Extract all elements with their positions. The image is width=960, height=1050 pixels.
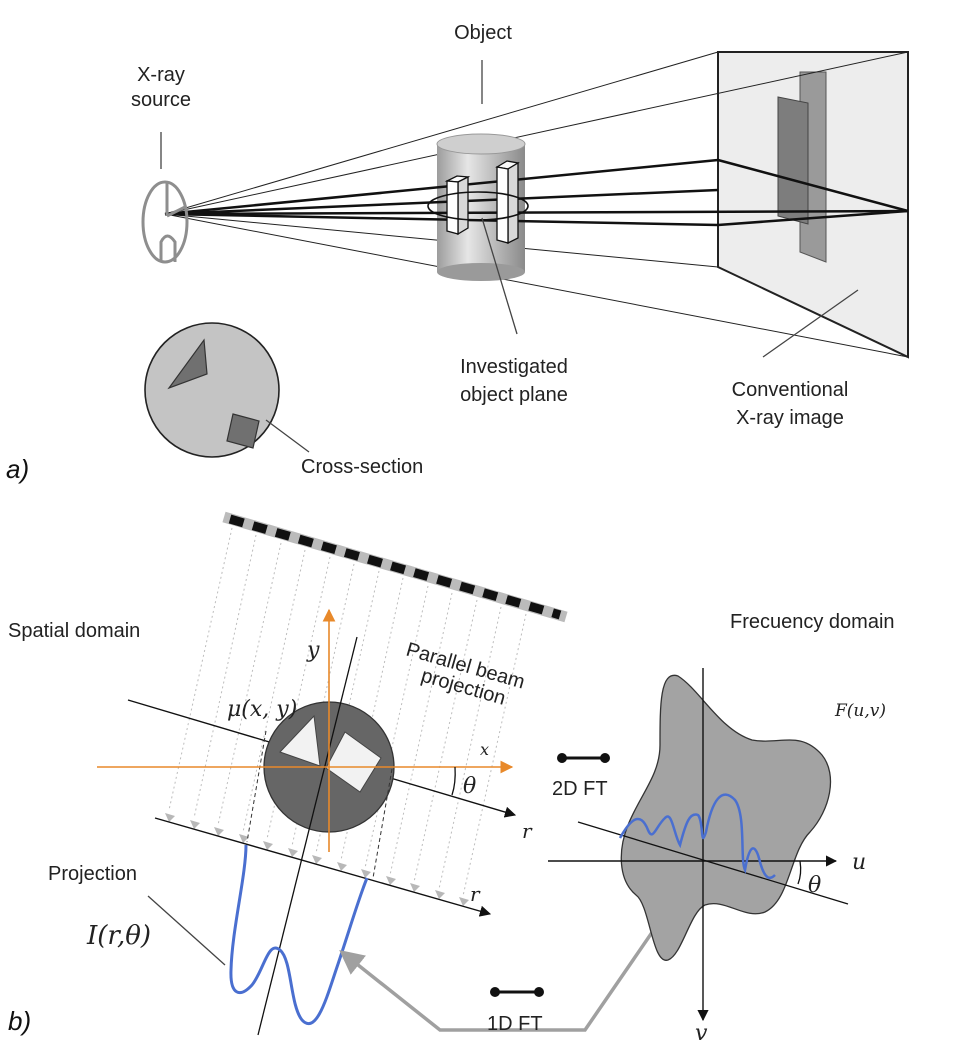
investigated-plane-ellipse (427, 191, 529, 221)
label-F-uv: F(u,v) (834, 701, 886, 721)
panel-a: X-ray source Object Investigated object … (6, 22, 909, 484)
object-box-left (444, 175, 471, 236)
xray-source-icon (141, 180, 189, 264)
label-xray-source-line2: source (131, 89, 191, 111)
ft-1d-symbol (490, 987, 544, 997)
theta-arc-freq (797, 860, 802, 885)
label-r-upper: r (522, 819, 533, 843)
label-theta-spatial: θ (463, 774, 476, 799)
intensity-leader (147, 895, 226, 966)
thin-rays (164, 51, 909, 358)
label-axis-y: y (306, 638, 320, 663)
label-conventional-line2: X-ray image (736, 407, 844, 429)
label-object: Object (454, 22, 512, 44)
slice-arrow (339, 879, 690, 1032)
label-xray-source-line1: X-ray (137, 64, 185, 86)
label-spatial-domain: Spatial domain (8, 620, 140, 642)
label-cross-section: Cross-section (301, 456, 423, 478)
ft-2d-symbol (557, 753, 610, 763)
freq-slice-line (577, 821, 849, 905)
label-intensity: I(r,θ) (86, 921, 151, 951)
investigated-leader (481, 217, 518, 335)
beam-arrowheads (165, 813, 469, 906)
label-1d-ft: 1D FT (487, 1013, 543, 1035)
object-box-right (495, 160, 520, 245)
label-frequency-domain: Frecuency domain (730, 611, 895, 633)
theta-arc-spatial (451, 766, 456, 796)
detector-shadow-small (777, 96, 809, 225)
panel-a-tag: a) (6, 454, 29, 484)
cross-section-triangle (167, 338, 208, 390)
label-axis-x: x (480, 740, 489, 759)
frequency-curve (618, 793, 776, 880)
panel-b: Spatial domain Frecuency domain Parallel… (8, 511, 895, 1046)
cross-section-leader (265, 419, 310, 453)
label-projection: Projection (48, 863, 137, 885)
cross-section-square (226, 413, 260, 449)
spatial-triangle (279, 714, 321, 767)
panel-b-tag: b) (8, 1006, 31, 1036)
label-u: u (852, 850, 866, 875)
cross-section-disk (144, 322, 280, 458)
label-r-lower: r (470, 882, 481, 906)
conventional-leader (762, 289, 859, 358)
parallel-detector-bar (222, 511, 568, 623)
frequency-blob (620, 674, 832, 961)
label-investigated-line2: object plane (460, 384, 568, 406)
spatial-square (325, 731, 382, 793)
projection-guides (246, 730, 393, 879)
label-theta-freq: θ (808, 873, 821, 898)
projection-r-axis (154, 817, 492, 917)
rotated-y-axis (257, 636, 358, 1036)
label-investigated-line1: Investigated (460, 356, 568, 378)
projection-curve (229, 844, 369, 1025)
label-conventional-line1: Conventional (732, 379, 849, 401)
label-mu: μ(x, y) (227, 697, 297, 722)
label-v: v (695, 1021, 708, 1046)
thick-rays (164, 158, 909, 227)
label-2d-ft: 2D FT (552, 778, 608, 800)
